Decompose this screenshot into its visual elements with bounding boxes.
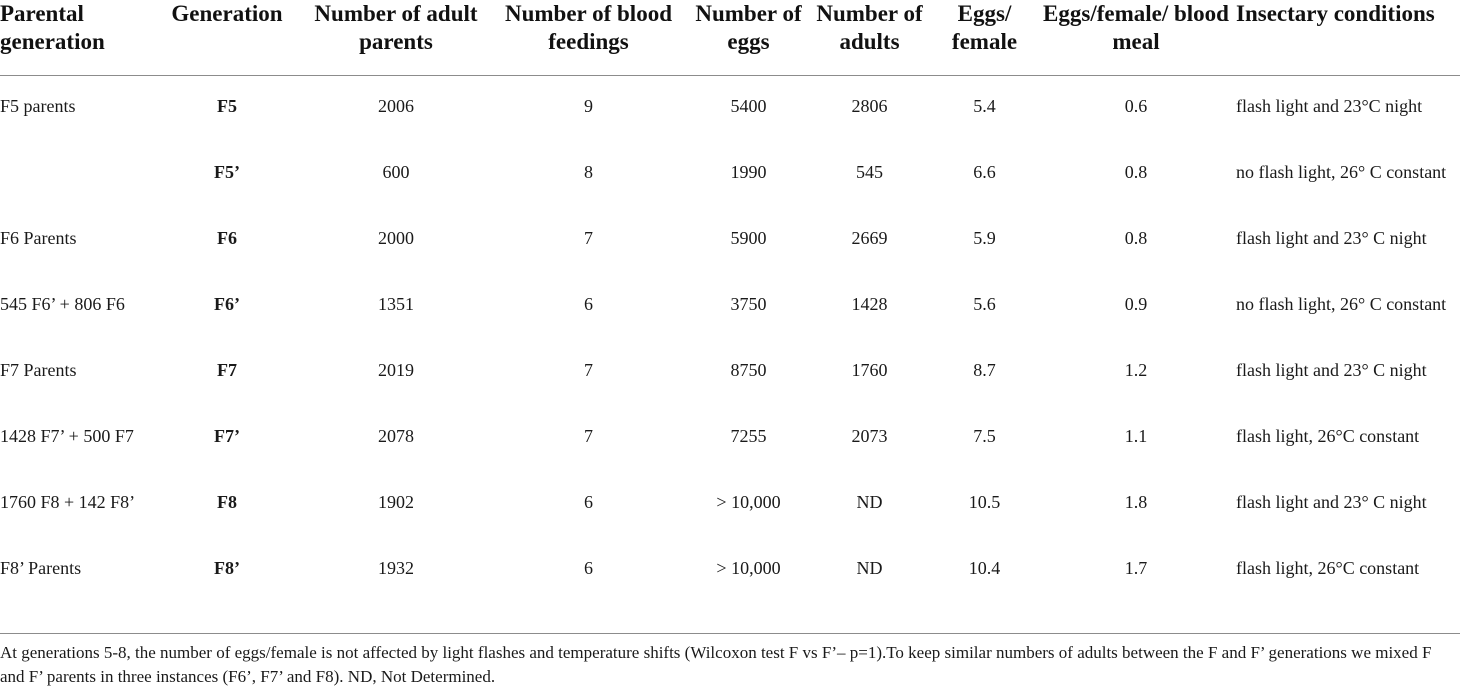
cell-insectary-conditions: flash light and 23° C night [1236, 492, 1427, 512]
table-row: 1428 F7’ + 500 F7 F7’ 2078 7 7255 2073 7.5 1.1 f… [0, 422, 1460, 488]
cell-blood-feedings: 6 [584, 294, 593, 314]
cell-eggs-per-female: 10.4 [968, 558, 1001, 578]
header-row: Parental generation Generation Number of… [0, 0, 1460, 76]
table-row: F7 Parents F7 2019 7 8750 1760 8.7 1.2 flash lig… [0, 356, 1460, 422]
cell-eggs: 5400 [730, 96, 767, 116]
cell-adult-parents: 1902 [378, 492, 414, 512]
cell-adults: 2806 [851, 96, 888, 116]
cell-adult-parents: 2000 [378, 228, 414, 248]
cell-generation: F7 [217, 360, 237, 380]
cell-parental-generation: F8’ Parents [0, 558, 82, 578]
header-insectary-conditions: Insectary conditions [1236, 1, 1435, 26]
table-row: F8’ Parents F8’ 1932 6 > 10,000 ND 10.4 1.7 flas… [0, 554, 1460, 620]
cell-eggs-per-blood-meal: 1.8 [1124, 492, 1148, 512]
cell-eggs-per-female: 5.9 [973, 228, 996, 248]
cell-adults: 545 [856, 162, 883, 182]
cell-adult-parents: 600 [382, 162, 410, 182]
table-row: 1760 F8 + 142 F8’ F8 1902 6 > 10,000 ND 10.5 1.… [0, 488, 1460, 554]
header-eggs: Number of eggs [695, 1, 802, 54]
cell-parental-generation: 1428 F7’ + 500 F7 [0, 426, 134, 446]
cell-adult-parents: 2078 [378, 426, 414, 446]
cell-eggs: 8750 [730, 360, 767, 380]
cell-eggs-per-blood-meal: 1.7 [1124, 558, 1148, 578]
cell-eggs-per-female: 5.6 [973, 294, 996, 314]
table-body: F5 parents F5 2006 9 5400 2806 5.4 0.6 flash lig… [0, 76, 1460, 621]
cell-adults: ND [856, 558, 883, 578]
header-eggs-per-female: Eggs/ female [951, 1, 1018, 54]
cell-generation: F5’ [214, 162, 240, 182]
header-blood-feedings: Number of blood feedings [505, 1, 672, 54]
cell-generation: F8’ [214, 558, 240, 578]
cell-eggs-per-blood-meal: 1.1 [1124, 426, 1148, 446]
cell-adults: ND [856, 492, 883, 512]
cell-eggs-per-female: 5.4 [973, 96, 996, 116]
cell-parental-generation: F6 Parents [0, 228, 77, 248]
cell-eggs-per-female: 8.7 [973, 360, 996, 380]
cell-blood-feedings: 6 [584, 558, 593, 578]
cell-generation: F6’ [214, 294, 240, 314]
table-row: F5 parents F5 2006 9 5400 2806 5.4 0.6 flash lig… [0, 76, 1460, 159]
cell-adult-parents: 2019 [378, 360, 414, 380]
cell-adult-parents: 1932 [378, 558, 414, 578]
cell-blood-feedings: 7 [584, 228, 593, 248]
cell-blood-feedings: 7 [584, 426, 593, 446]
cell-eggs-per-blood-meal: 0.6 [1124, 96, 1148, 116]
cell-eggs-per-blood-meal: 0.8 [1124, 162, 1148, 182]
cell-eggs: 3750 [730, 294, 767, 314]
cell-blood-feedings: 7 [584, 360, 593, 380]
cell-parental-generation: 545 F6’ + 806 F6 [0, 294, 125, 314]
cell-generation: F8 [217, 492, 237, 512]
results-table: Parental generation Generation Number of… [0, 0, 1460, 621]
cell-eggs-per-female: 6.6 [973, 162, 996, 182]
cell-blood-feedings: 8 [584, 162, 593, 182]
header-generation: Generation [171, 1, 283, 26]
cell-eggs-per-female: 10.5 [968, 492, 1001, 512]
cell-blood-feedings: 9 [584, 96, 593, 116]
cell-eggs: > 10,000 [716, 492, 781, 512]
table-row: 545 F6’ + 806 F6 F6’ 1351 6 3750 1428 5.6 0.9 no… [0, 290, 1460, 356]
cell-adults: 1428 [851, 294, 888, 314]
table-footnote: At generations 5-8, the number of eggs/f… [0, 643, 1432, 686]
cell-insectary-conditions: flash light and 23° C night [1236, 360, 1427, 380]
cell-insectary-conditions: flash light and 23° C night [1236, 228, 1427, 248]
cell-adult-parents: 2006 [378, 96, 414, 116]
table-row: F6 Parents F6 2000 7 5900 2669 5.9 0.8 flash lig… [0, 224, 1460, 290]
header-eggs-per-blood-meal: Eggs/female/ blood meal [1043, 1, 1229, 54]
cell-eggs: 7255 [730, 426, 767, 446]
cell-adults: 2669 [851, 228, 888, 248]
cell-parental-generation [0, 158, 148, 224]
cell-eggs: 5900 [730, 228, 767, 248]
header-adult-parents: Number of adult parents [314, 1, 478, 54]
cell-eggs-per-blood-meal: 0.8 [1124, 228, 1148, 248]
cell-generation: F6 [217, 228, 237, 248]
cell-parental-generation: F5 parents [0, 96, 76, 116]
cell-parental-generation: F7 Parents [0, 360, 77, 380]
cell-insectary-conditions: no flash light, 26° C constant [1236, 294, 1447, 314]
cell-eggs-per-blood-meal: 0.9 [1124, 294, 1148, 314]
cell-eggs: > 10,000 [716, 558, 781, 578]
cell-adult-parents: 1351 [378, 294, 414, 314]
cell-eggs: 1990 [730, 162, 767, 182]
cell-generation: F7’ [214, 426, 240, 446]
cell-adults: 2073 [851, 426, 888, 446]
cell-blood-feedings: 6 [584, 492, 593, 512]
cell-eggs-per-female: 7.5 [973, 426, 996, 446]
cell-parental-generation: 1760 F8 + 142 F8’ [0, 492, 136, 512]
cell-generation: F5 [217, 96, 237, 116]
cell-insectary-conditions: no flash light, 26° C constant [1236, 162, 1447, 182]
cell-adults: 1760 [851, 360, 888, 380]
table-row: F5’ 600 8 1990 545 6.6 0.8 no flash light, 26° … [0, 158, 1460, 224]
cell-insectary-conditions: flash light, 26°C constant [1236, 426, 1420, 446]
cell-insectary-conditions: flash light and 23°C night [1236, 96, 1423, 116]
cell-eggs-per-blood-meal: 1.2 [1124, 360, 1148, 380]
header-adults: Number of adults [816, 1, 923, 54]
cell-insectary-conditions: flash light, 26°C constant [1236, 558, 1420, 578]
table-bottom-rule [0, 633, 1460, 634]
header-parental-generation: Parental generation [0, 1, 105, 54]
